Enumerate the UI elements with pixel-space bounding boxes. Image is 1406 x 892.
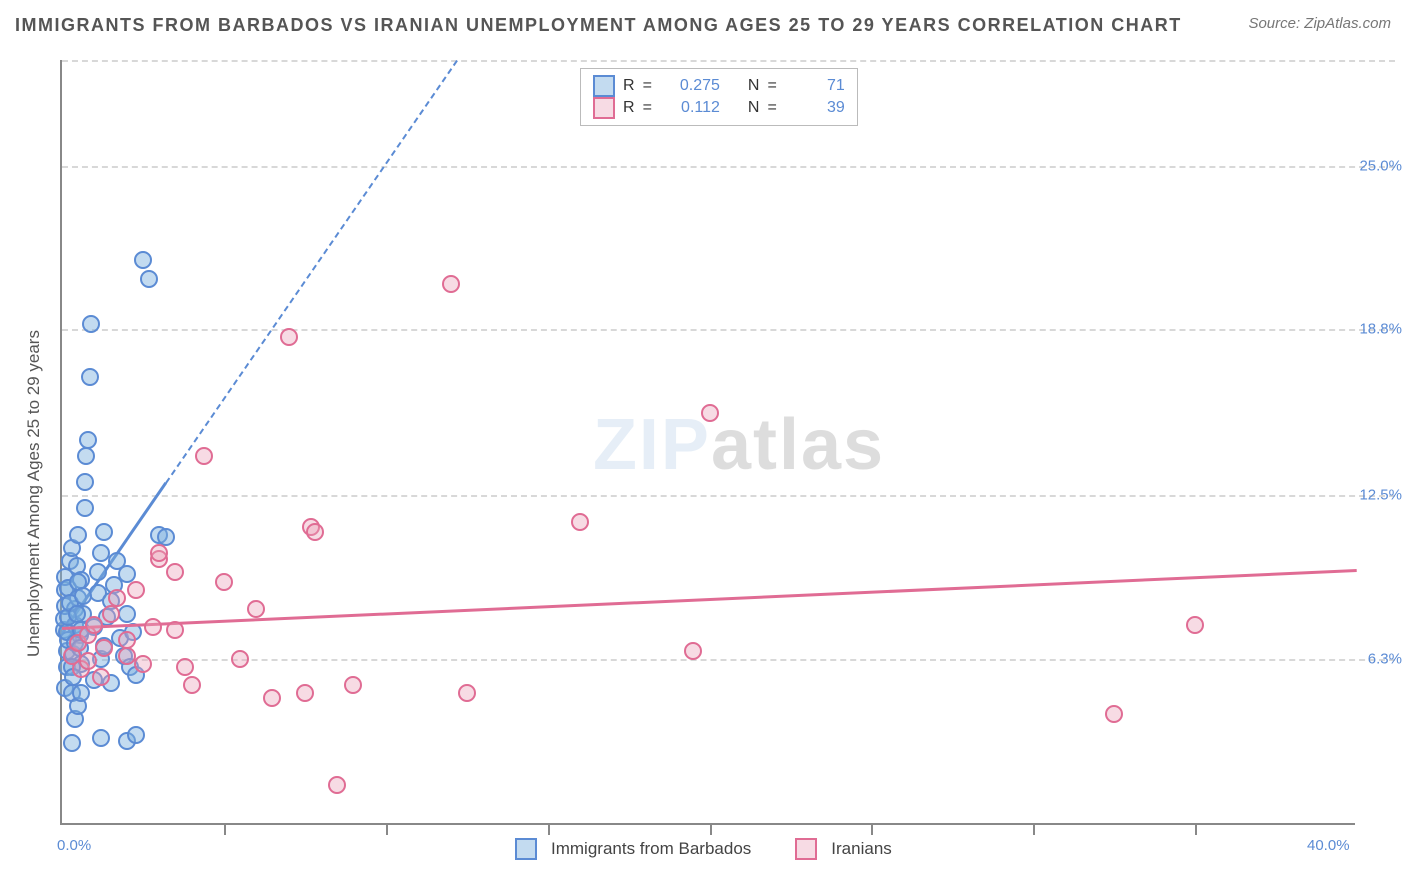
gridline-horizontal bbox=[62, 659, 1395, 661]
series-legend: Immigrants from Barbados Iranians bbox=[515, 838, 922, 860]
data-point bbox=[127, 726, 145, 744]
watermark: ZIPatlas bbox=[593, 404, 885, 486]
source-label: Source: ZipAtlas.com bbox=[1248, 15, 1391, 32]
legend-series-name: Immigrants from Barbados bbox=[551, 839, 751, 859]
legend-r-value: 0.112 bbox=[660, 99, 720, 117]
x-tick-mark bbox=[548, 825, 550, 835]
data-point bbox=[328, 776, 346, 794]
data-point bbox=[144, 618, 162, 636]
legend-swatch bbox=[515, 838, 537, 860]
data-point bbox=[1186, 616, 1204, 634]
gridline-horizontal bbox=[62, 166, 1395, 168]
data-point bbox=[263, 689, 281, 707]
legend-r-label: R bbox=[623, 99, 635, 117]
correlation-legend: R = 0.275 N = 71 R = 0.112 N = 39 bbox=[580, 68, 858, 126]
data-point bbox=[77, 447, 95, 465]
x-tick-mark bbox=[871, 825, 873, 835]
legend-row: R = 0.112 N = 39 bbox=[593, 97, 845, 119]
gridline-horizontal bbox=[62, 60, 1395, 62]
data-point bbox=[89, 563, 107, 581]
legend-n-label: N bbox=[748, 77, 760, 95]
data-point bbox=[85, 616, 103, 634]
data-point bbox=[458, 684, 476, 702]
data-point bbox=[63, 734, 81, 752]
data-point bbox=[127, 581, 145, 599]
legend-eq: = bbox=[767, 99, 776, 117]
y-tick-label: 12.5% bbox=[1342, 487, 1402, 504]
data-point bbox=[150, 544, 168, 562]
data-point bbox=[215, 573, 233, 591]
data-point bbox=[571, 513, 589, 531]
data-point bbox=[442, 275, 460, 293]
legend-row: R = 0.275 N = 71 bbox=[593, 75, 845, 97]
data-point bbox=[72, 684, 90, 702]
gridline-horizontal bbox=[62, 495, 1395, 497]
legend-eq: = bbox=[643, 99, 652, 117]
title-bar: IMMIGRANTS FROM BARBADOS VS IRANIAN UNEM… bbox=[15, 15, 1391, 36]
data-point bbox=[280, 328, 298, 346]
y-tick-label: 6.3% bbox=[1342, 650, 1402, 667]
data-point bbox=[74, 587, 92, 605]
data-point bbox=[166, 621, 184, 639]
data-point bbox=[306, 523, 324, 541]
y-tick-label: 25.0% bbox=[1342, 157, 1402, 174]
data-point bbox=[82, 315, 100, 333]
trend-line bbox=[165, 60, 457, 483]
data-point bbox=[92, 729, 110, 747]
legend-swatch bbox=[593, 75, 615, 97]
legend-n-value: 39 bbox=[785, 99, 845, 117]
legend-r-label: R bbox=[623, 77, 635, 95]
data-point bbox=[79, 431, 97, 449]
data-point bbox=[684, 642, 702, 660]
legend-series-name: Iranians bbox=[831, 839, 891, 859]
data-point bbox=[76, 473, 94, 491]
data-point bbox=[118, 647, 136, 665]
chart-title: IMMIGRANTS FROM BARBADOS VS IRANIAN UNEM… bbox=[15, 15, 1182, 36]
x-tick-label: 0.0% bbox=[57, 837, 91, 854]
data-point bbox=[701, 404, 719, 422]
data-point bbox=[118, 605, 136, 623]
data-point bbox=[1105, 705, 1123, 723]
data-point bbox=[195, 447, 213, 465]
x-tick-mark bbox=[710, 825, 712, 835]
data-point bbox=[134, 655, 152, 673]
x-tick-mark bbox=[1195, 825, 1197, 835]
y-tick-label: 18.8% bbox=[1342, 321, 1402, 338]
data-point bbox=[134, 251, 152, 269]
legend-eq: = bbox=[767, 77, 776, 95]
x-tick-mark bbox=[224, 825, 226, 835]
data-point bbox=[176, 658, 194, 676]
watermark-part1: ZIP bbox=[593, 405, 711, 485]
data-point bbox=[92, 668, 110, 686]
x-tick-mark bbox=[386, 825, 388, 835]
data-point bbox=[76, 499, 94, 517]
data-point bbox=[344, 676, 362, 694]
data-point bbox=[81, 368, 99, 386]
x-tick-mark bbox=[1033, 825, 1035, 835]
legend-n-value: 71 bbox=[785, 77, 845, 95]
legend-n-label: N bbox=[748, 99, 760, 117]
data-point bbox=[69, 526, 87, 544]
y-axis-label: Unemployment Among Ages 25 to 29 years bbox=[24, 330, 44, 657]
legend-swatch bbox=[795, 838, 817, 860]
data-point bbox=[247, 600, 265, 618]
data-point bbox=[296, 684, 314, 702]
legend-eq: = bbox=[643, 77, 652, 95]
x-tick-label: 40.0% bbox=[1307, 837, 1350, 854]
data-point bbox=[166, 563, 184, 581]
data-point bbox=[79, 652, 97, 670]
data-point bbox=[140, 270, 158, 288]
data-point bbox=[183, 676, 201, 694]
data-point bbox=[231, 650, 249, 668]
data-point bbox=[102, 605, 120, 623]
watermark-part2: atlas bbox=[711, 405, 885, 485]
legend-r-value: 0.275 bbox=[660, 77, 720, 95]
data-point bbox=[95, 523, 113, 541]
data-point bbox=[95, 639, 113, 657]
scatter-plot: ZIPatlas 6.3%12.5%18.8%25.0%0.0%40.0% bbox=[60, 60, 1355, 825]
gridline-horizontal bbox=[62, 329, 1395, 331]
legend-swatch bbox=[593, 97, 615, 119]
data-point bbox=[108, 589, 126, 607]
